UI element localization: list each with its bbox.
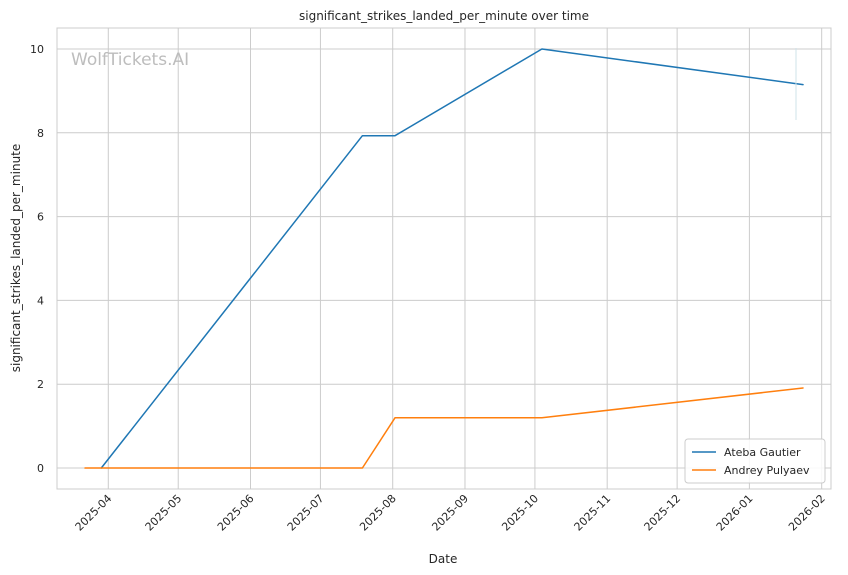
x-tick-label: 2025-07 <box>285 492 327 534</box>
y-tick-label: 10 <box>30 43 44 56</box>
y-axis-title: significant_strikes_landed_per_minute <box>9 144 23 373</box>
x-tick-label: 2025-05 <box>143 492 185 534</box>
series-line-andrey-pulyaev <box>84 387 804 469</box>
grid <box>57 28 831 489</box>
y-tick-label: 4 <box>37 294 44 307</box>
y-tick-label: 2 <box>37 378 44 391</box>
x-tick-label: 2025-12 <box>642 492 684 534</box>
series-line-ateba-gautier <box>100 48 804 469</box>
y-tick-label: 8 <box>37 127 44 140</box>
y-tick-labels: 0 2 4 6 8 10 <box>30 43 44 475</box>
x-tick-label: 2026-02 <box>786 492 828 534</box>
y-tick-label: 6 <box>37 211 44 224</box>
x-tick-label: 2025-08 <box>357 492 399 534</box>
legend-box <box>684 438 826 484</box>
x-tick-label: 2026-01 <box>714 492 756 534</box>
x-axis-title: Date <box>429 552 458 566</box>
legend: Ateba Gautier Andrey Pulyaev <box>684 438 826 484</box>
watermark-text: WolfTickets.AI <box>71 50 189 70</box>
series-lines <box>84 48 804 469</box>
x-tick-label: 2025-04 <box>73 492 115 534</box>
chart-title: significant_strikes_landed_per_minute ov… <box>299 9 589 23</box>
x-tick-labels: 2025-04 2025-05 2025-06 2025-07 2025-08 2025-… <box>73 492 828 534</box>
legend-label-andrey-pulyaev: Andrey Pulyaev <box>724 464 810 477</box>
x-tick-label: 2025-09 <box>429 492 471 534</box>
y-tick-label: 0 <box>37 462 44 475</box>
legend-label-ateba-gautier: Ateba Gautier <box>724 446 801 459</box>
x-tick-label: 2025-10 <box>499 492 541 534</box>
plot-area-frame <box>56 27 832 490</box>
x-tick-label: 2025-11 <box>572 492 614 534</box>
x-tick-label: 2025-06 <box>215 492 257 534</box>
